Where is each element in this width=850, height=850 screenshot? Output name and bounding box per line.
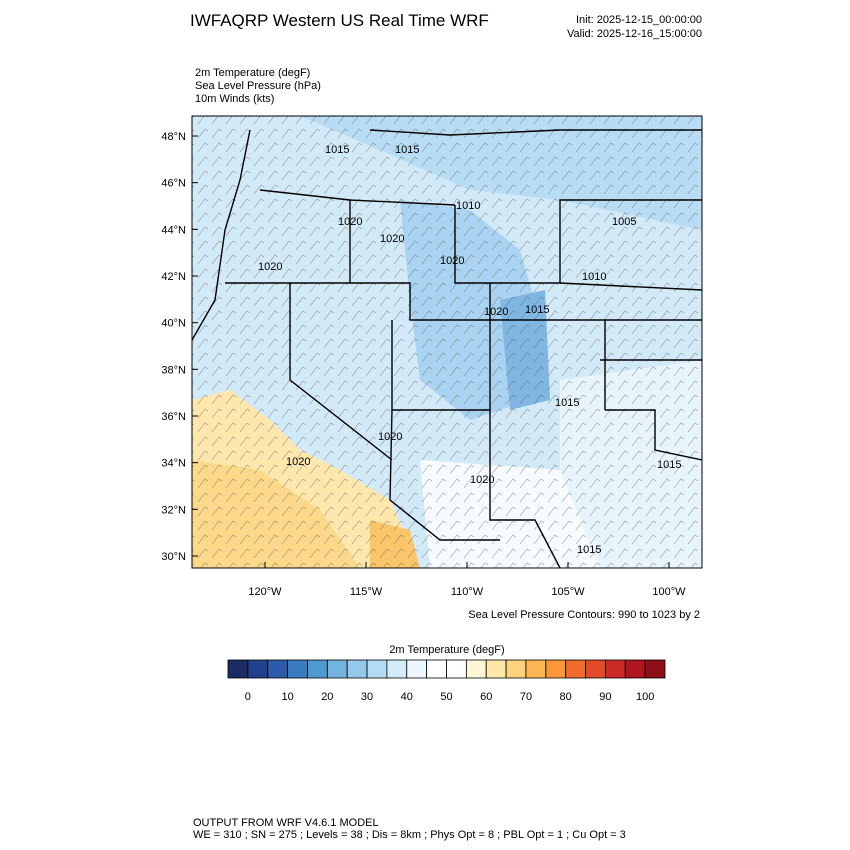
colorbar-tick-label: 10 xyxy=(281,691,293,703)
contour-label: 1020 xyxy=(440,255,464,267)
footer: WE = 310 ; SN = 275 ; Levels = 38 ; Dis … xyxy=(193,829,626,841)
lon-label: 100°W xyxy=(652,586,686,598)
colorbar-swatch xyxy=(247,659,269,679)
lat-label: 40°N xyxy=(161,318,186,330)
colorbar-swatch xyxy=(426,659,447,679)
field-label: 10m Winds (kts) xyxy=(195,93,274,105)
contour-label: 1015 xyxy=(525,304,549,316)
contour-note: Sea Level Pressure Contours: 990 to 1023… xyxy=(468,609,700,621)
colorbar-swatch xyxy=(624,659,646,679)
contour-label: 1010 xyxy=(582,271,606,283)
contour-labels: 1015 1015 1020 1010 1005 1020 1020 1020 … xyxy=(258,144,681,556)
contour-label: 1005 xyxy=(612,216,636,228)
lon-label: 120°W xyxy=(248,586,282,598)
colorbar-tick-label: 60 xyxy=(480,691,492,703)
colorbar-tick-label: 100 xyxy=(636,691,654,703)
title: IWFAQRP Western US Real Time WRF xyxy=(190,11,489,30)
colorbar-swatch xyxy=(505,659,527,679)
contour-label: 1020 xyxy=(338,216,362,228)
lon-label: 110°W xyxy=(451,586,484,598)
colorbar-swatch xyxy=(366,659,388,679)
colorbar-swatch xyxy=(267,659,288,679)
colorbar-swatch xyxy=(465,659,487,679)
colorbar-tick-label: 30 xyxy=(361,691,373,703)
lon-label: 115°W xyxy=(350,586,383,598)
colorbar-swatch xyxy=(287,659,308,679)
lat-label: 36°N xyxy=(161,411,186,423)
lat-label: 42°N xyxy=(161,271,186,283)
map xyxy=(192,116,702,568)
colorbar-swatch xyxy=(565,659,586,679)
contour-label: 1015 xyxy=(577,544,601,556)
colorbar-tick-label: 80 xyxy=(560,691,572,703)
lat-label: 46°N xyxy=(161,178,186,190)
colorbar-swatch xyxy=(644,659,666,679)
lat-label: 30°N xyxy=(161,551,186,563)
contour-label: 1020 xyxy=(484,306,508,318)
colorbar-tick-label: 20 xyxy=(321,691,333,703)
colorbar-swatch xyxy=(406,659,428,679)
colorbar-swatch xyxy=(446,659,467,679)
contour-label: 1020 xyxy=(378,431,402,443)
colorbar-swatch xyxy=(227,659,249,679)
contour-label: 1015 xyxy=(395,144,419,156)
valid-time: Valid: 2025-12-16_15:00:00 xyxy=(567,28,702,40)
map-frame xyxy=(191,115,703,569)
lat-label: 44°N xyxy=(161,224,186,236)
lat-label: 48°N xyxy=(161,131,186,143)
footer: OUTPUT FROM WRF V4.6.1 MODEL xyxy=(193,817,379,829)
colorbar-swatch xyxy=(605,659,626,679)
lon-label: 105°W xyxy=(551,586,585,598)
lat-label: 38°N xyxy=(161,364,186,376)
colorbar-tick-label: 90 xyxy=(599,691,611,703)
contour-label: 1015 xyxy=(325,144,349,156)
contour-label: 1020 xyxy=(380,233,404,245)
colorbar-swatch xyxy=(386,659,408,679)
colorbar-title: 2m Temperature (degF) xyxy=(389,644,504,656)
colorbar-tick-label: 70 xyxy=(520,691,532,703)
colorbar-swatch xyxy=(525,659,547,679)
colorbar-tick-label: 40 xyxy=(401,691,413,703)
colorbar-tick-label: 50 xyxy=(440,691,452,703)
contour-label: 1010 xyxy=(456,200,480,212)
colorbar-swatch xyxy=(585,659,606,679)
colorbar-swatch xyxy=(307,659,328,679)
contour-label: 1020 xyxy=(470,474,494,486)
contour-label: 1015 xyxy=(657,459,681,471)
lat-label: 32°N xyxy=(161,504,186,516)
colorbar-tick-label: 0 xyxy=(245,691,251,703)
field-label: Sea Level Pressure (hPa) xyxy=(195,80,321,92)
contour-label: 1015 xyxy=(555,397,579,409)
field-label: 2m Temperature (degF) xyxy=(195,67,310,79)
lat-label: 34°N xyxy=(161,458,186,470)
init-time: Init: 2025-12-15_00:00:00 xyxy=(576,14,702,26)
colorbar-swatch xyxy=(326,659,348,679)
colorbar-swatch xyxy=(485,659,507,679)
colorbar-swatch xyxy=(545,659,567,679)
colorbar-swatch xyxy=(346,659,368,679)
contour-label: 1020 xyxy=(258,261,282,273)
contour-label: 1020 xyxy=(286,456,310,468)
